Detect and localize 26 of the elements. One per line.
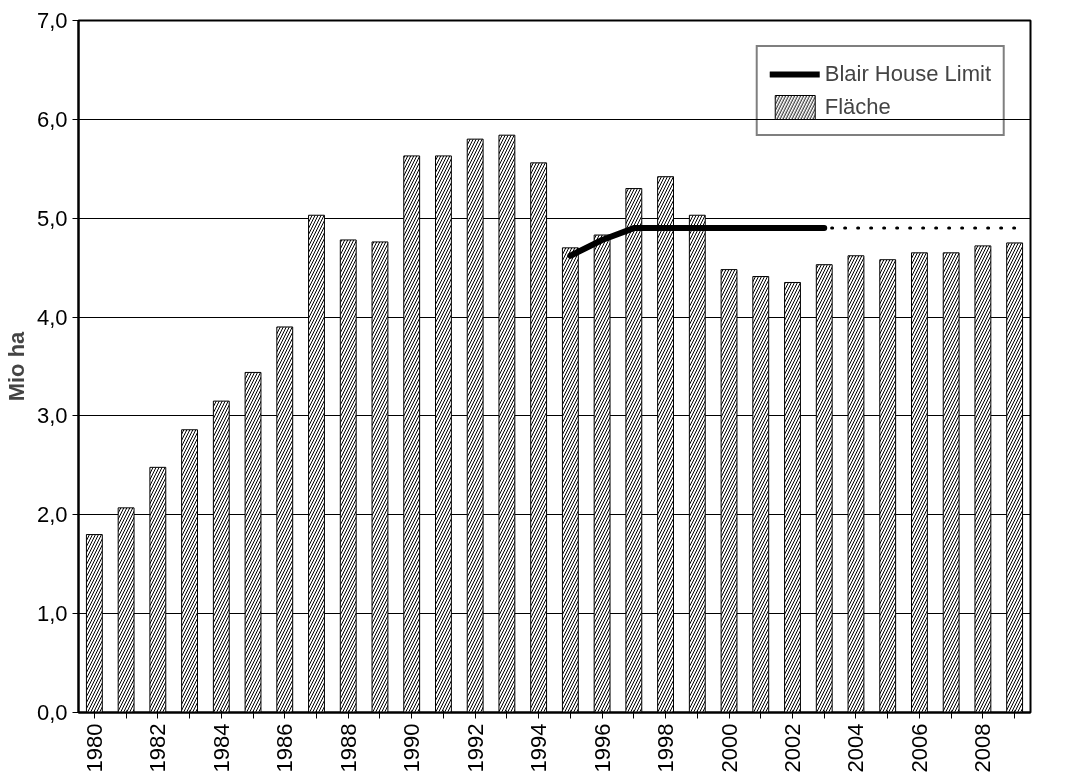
x-tick-label: 1992 [462,723,488,773]
x-tick-label: 2004 [843,723,869,773]
x-tick-label: 1990 [399,723,425,773]
x-tick-label: 1994 [526,723,552,773]
x-tick-label: 2008 [970,723,996,773]
x-tick-label: 1984 [208,723,234,773]
x-tick-label: 2002 [780,723,805,773]
x-tick-label: 1988 [335,723,361,773]
x-tick-label: 1986 [272,723,298,773]
y-tick-label: 4,0 [36,304,68,330]
y-tick-label: 1,0 [36,601,68,627]
legend-label: Fläche [824,94,891,120]
x-tick-label: 1996 [589,723,615,773]
y-tick-label: 2,0 [36,502,68,528]
legend-label: Blair House Limit [824,61,991,87]
x-tick-label: 1998 [653,723,679,773]
y-tick-label: 6,0 [36,106,68,132]
y-tick-label: 0,0 [36,700,68,725]
x-tick-label: 1982 [145,723,171,773]
x-tick-label: 2000 [716,723,742,773]
y-axis-title: Mio ha [3,330,29,402]
x-tick-label: 2006 [906,723,932,773]
x-tick-label: 1980 [81,723,107,773]
y-tick-label: 3,0 [36,403,68,429]
y-tick-label: 5,0 [36,205,68,231]
y-tick-label: 7,0 [36,8,68,33]
